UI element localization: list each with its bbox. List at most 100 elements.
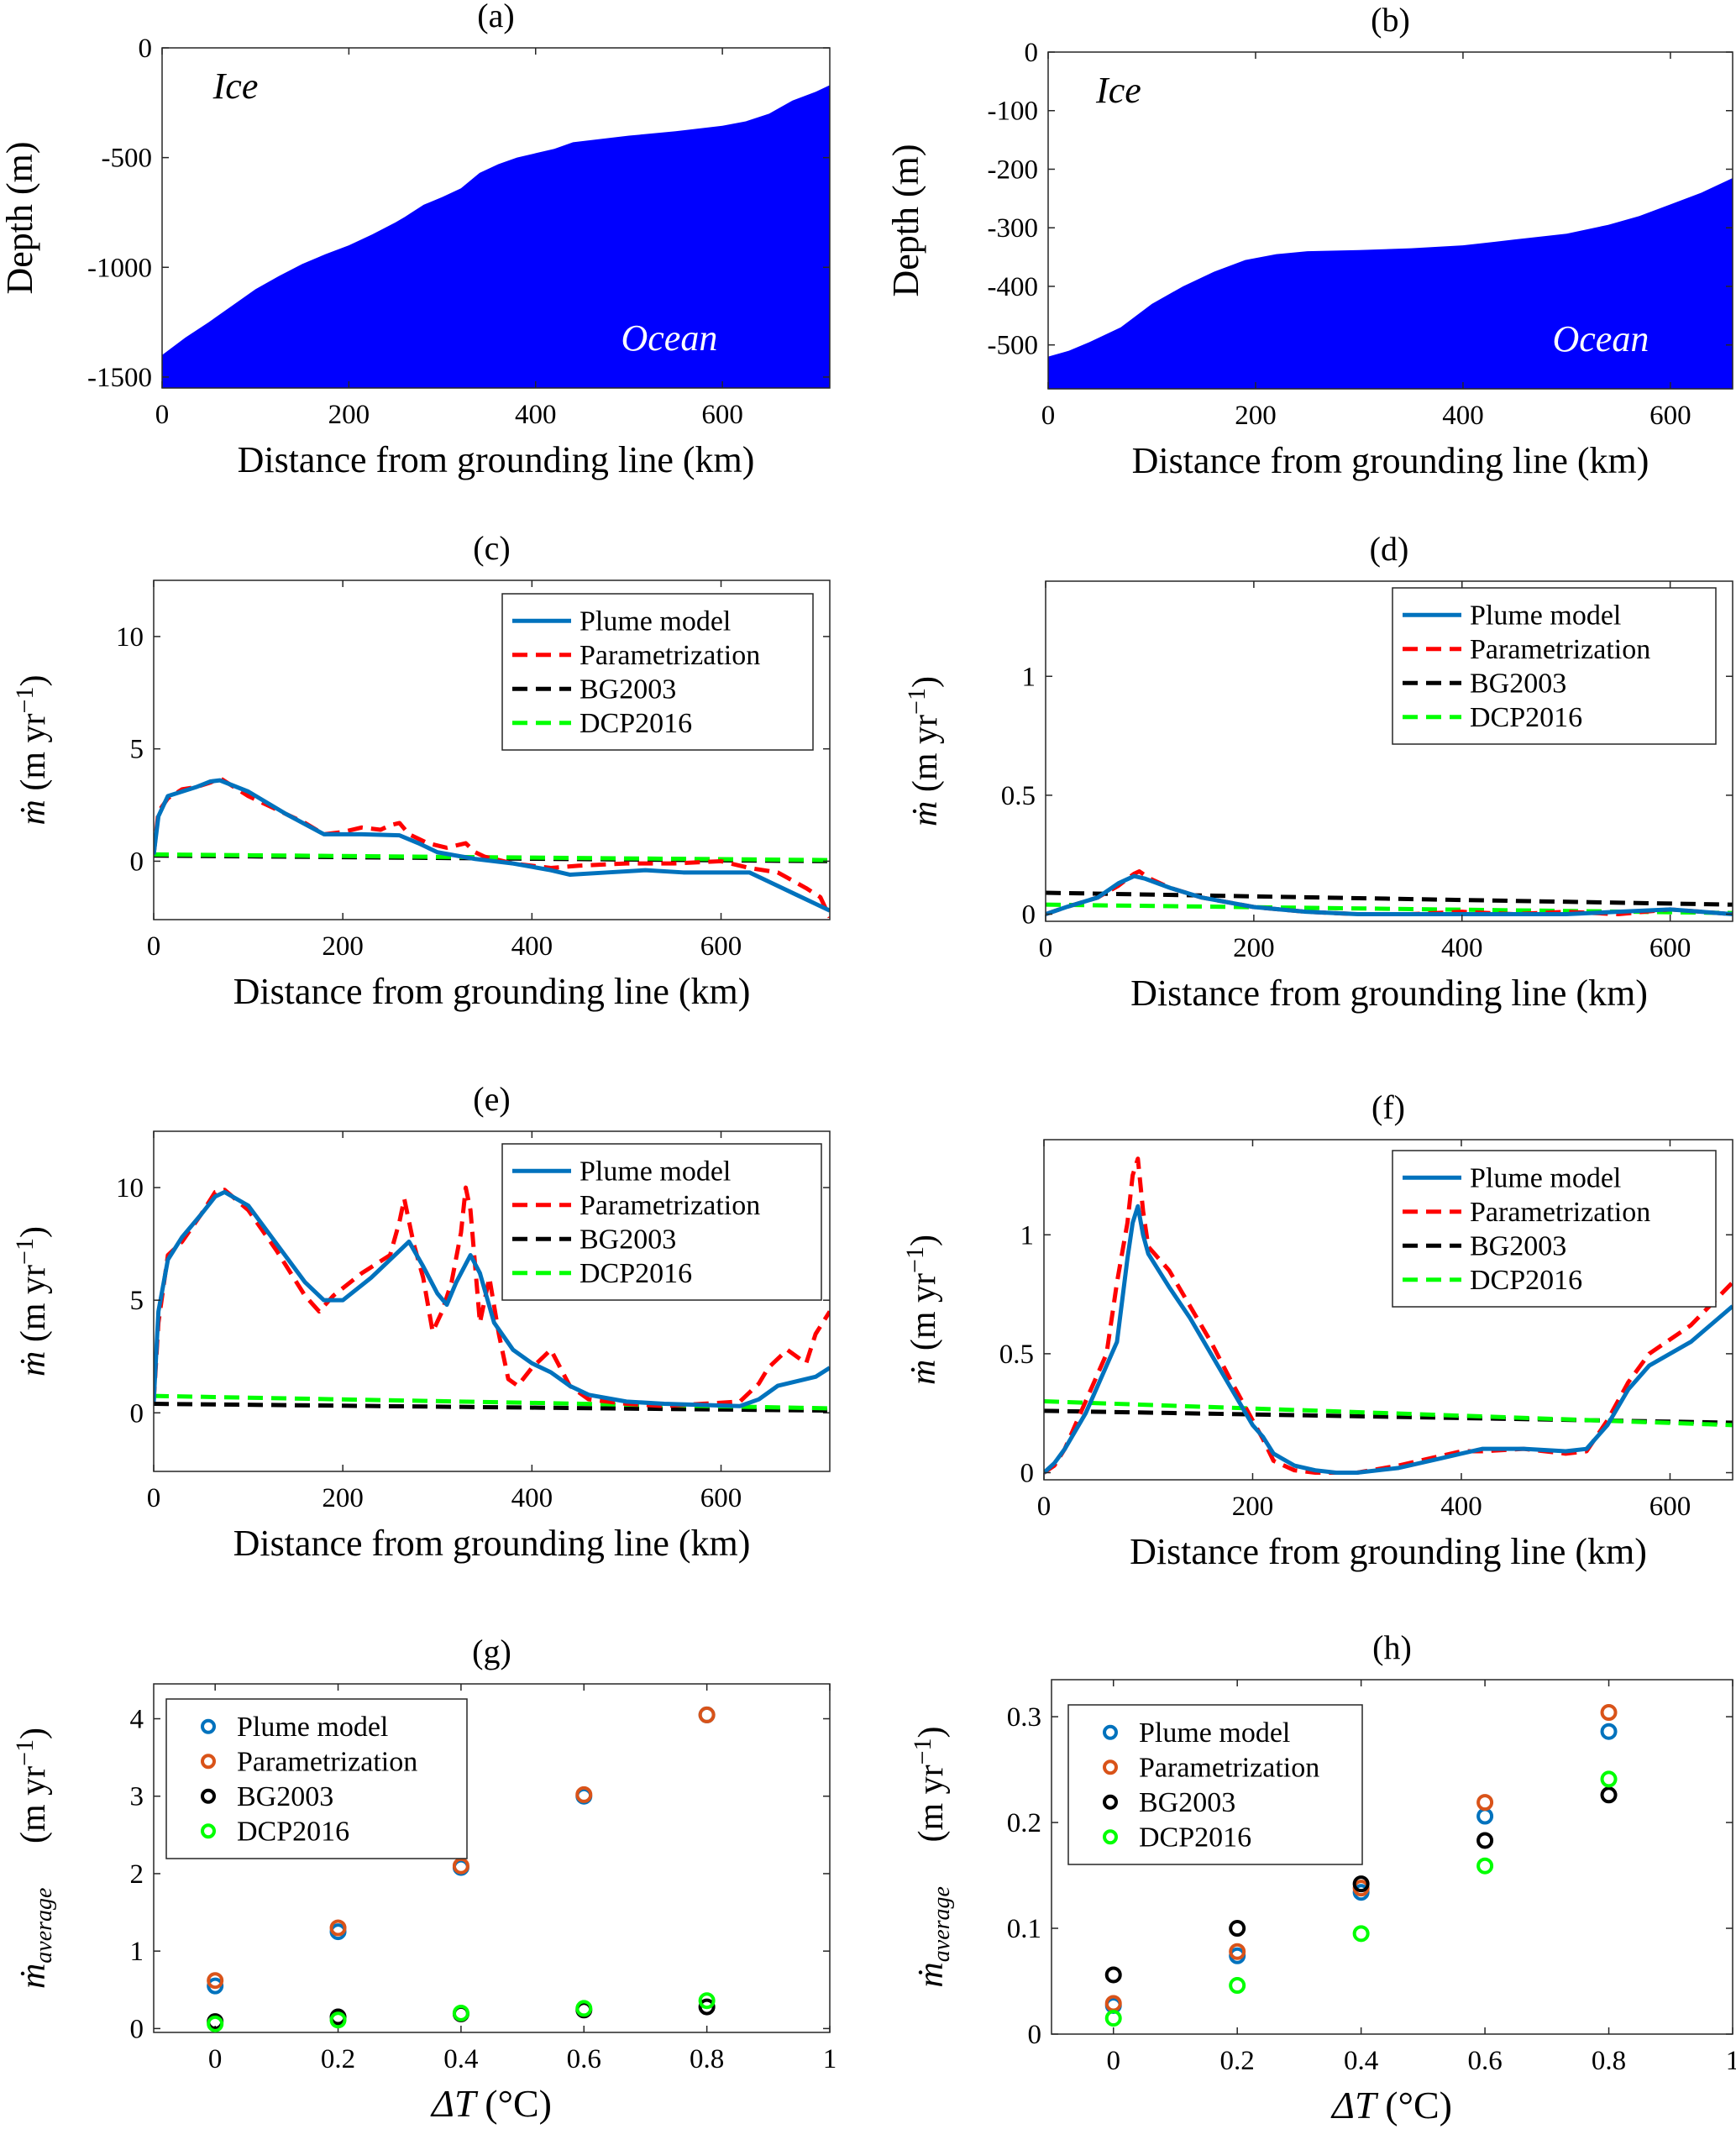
y-axis-label: ṁ (m yr−1) xyxy=(901,1235,943,1385)
x-axis-label: Distance from grounding line (km) xyxy=(1130,973,1648,1014)
ice-annotation: Ice xyxy=(1095,70,1141,111)
panel-title: (a) xyxy=(477,0,514,34)
y-tick-label: 5 xyxy=(130,735,144,765)
x-tick-label: 1 xyxy=(823,2044,837,2074)
y-tick-label: 5 xyxy=(130,1286,144,1316)
y-tick-label: 1 xyxy=(1020,1220,1035,1251)
panel-title: (c) xyxy=(473,529,510,567)
series-line-dcp2016 xyxy=(154,852,830,863)
x-tick-label: 200 xyxy=(1232,1492,1274,1522)
plot-area xyxy=(153,1130,831,1472)
y-tick-label: 10 xyxy=(116,1173,144,1203)
y-tick-label: 0 xyxy=(1022,900,1036,931)
legend-marker-bg2003 xyxy=(1103,1794,1118,1810)
series-line-parametrization xyxy=(154,775,830,919)
legend-marker-plume-model xyxy=(201,1718,216,1734)
y-tick-label: 10 xyxy=(116,622,144,653)
legend-label-plume-model: Plume model xyxy=(1139,1717,1290,1749)
y-tick-label: 0 xyxy=(1020,1459,1035,1489)
panel-c: 0 200 400 600 0 5 10 (c) Plume modelParametrizat… xyxy=(11,529,831,1012)
panel-title: (h) xyxy=(1372,1628,1412,1666)
y-tick-label: -200 xyxy=(988,155,1039,185)
y-tick-label: 3 xyxy=(130,1782,144,1812)
data-point-parametrization xyxy=(1600,1704,1618,1722)
y-tick-label: -500 xyxy=(102,144,153,174)
data-point-dcp2016 xyxy=(1600,1770,1618,1788)
series-line-bg2003 xyxy=(154,1402,830,1413)
data-point-bg2003 xyxy=(698,1998,716,2016)
data-point-parametrization xyxy=(329,1919,347,1937)
x-axis-label: ΔT (°C) xyxy=(430,2082,552,2125)
x-tick-label: 600 xyxy=(700,931,742,962)
series-line-plume-model xyxy=(1044,1203,1733,1475)
legend-marker-parametrization xyxy=(1103,1759,1118,1775)
x-tick-label: 400 xyxy=(1440,1492,1482,1522)
y-axis-label: ṁ (m yr−1) xyxy=(903,676,945,826)
legend-label-plume-model: Plume model xyxy=(580,1156,731,1187)
ice-annotation: Ice xyxy=(212,66,259,107)
x-tick-label: 400 xyxy=(1442,401,1484,431)
legend-label-bg2003: BG2003 xyxy=(1470,1230,1566,1261)
y-tick-label: 0 xyxy=(139,34,153,64)
legend-label-bg2003: BG2003 xyxy=(580,1224,676,1255)
x-axis-label: Distance from grounding line (km) xyxy=(233,971,751,1012)
legend-marker-bg2003 xyxy=(201,1788,216,1804)
ocean-annotation: Ocean xyxy=(621,317,718,359)
y-axis-label: ṁ (m yr−1) xyxy=(11,675,53,826)
x-tick-label: 0.4 xyxy=(443,2044,478,2074)
y-tick-label: 0 xyxy=(130,1398,144,1429)
x-tick-label: 0 xyxy=(208,2044,223,2074)
x-axis-label: Distance from grounding line (km) xyxy=(233,1523,751,1564)
data-point-parametrization xyxy=(1229,1943,1246,1960)
y-axis-label: Depth (m) xyxy=(0,141,40,294)
x-tick-label: 0.8 xyxy=(690,2044,724,2074)
y-tick-label: 0.1 xyxy=(1007,1914,1041,1944)
x-tick-label: 600 xyxy=(701,400,743,430)
x-tick-label: 600 xyxy=(1649,933,1691,963)
data-point-parametrization xyxy=(207,1972,224,1990)
data-point-bg2003 xyxy=(1352,1875,1370,1893)
panel-d: 0 200 400 600 0 0.5 1 (d) Plume modelParametriza… xyxy=(903,530,1733,1014)
y-tick-label: 0 xyxy=(130,847,144,877)
y-axis-label: Depth (m) xyxy=(885,144,926,296)
x-axis-label: Distance from grounding line (km) xyxy=(1130,1531,1647,1572)
y-tick-label: -100 xyxy=(988,97,1039,127)
legend-label-dcp2016: DCP2016 xyxy=(1470,1265,1582,1296)
x-tick-label: 0.6 xyxy=(1467,2046,1502,2076)
x-tick-label: 0 xyxy=(1106,2046,1120,2076)
y-tick-label: -1000 xyxy=(87,253,152,283)
y-tick-label: 0 xyxy=(130,2014,144,2044)
legend-label-parametrization: Parametrization xyxy=(580,640,760,671)
y-tick-label: 0 xyxy=(1025,38,1039,68)
series-line-plume-model xyxy=(154,1189,830,1408)
y-tick-label: 0.5 xyxy=(1001,781,1036,811)
legend-label-dcp2016: DCP2016 xyxy=(1139,1822,1251,1853)
x-tick-label: 600 xyxy=(1649,401,1691,431)
data-point-dcp2016 xyxy=(1229,1977,1246,1995)
x-tick-label: 600 xyxy=(1649,1492,1691,1522)
x-tick-label: 0 xyxy=(1039,933,1053,963)
data-point-dcp2016 xyxy=(207,2015,224,2032)
ocean-cavity-area xyxy=(162,85,830,388)
data-point-bg2003 xyxy=(1229,1920,1246,1938)
x-axis-label: Distance from grounding line (km) xyxy=(238,439,755,480)
legend-label-dcp2016: DCP2016 xyxy=(237,1816,349,1847)
data-point-dcp2016 xyxy=(452,2004,469,2022)
legend-label-plume-model: Plume model xyxy=(580,606,731,637)
x-tick-label: 1 xyxy=(1726,2046,1736,2076)
y-tick-label: 4 xyxy=(130,1705,144,1735)
panel-title: (e) xyxy=(473,1080,510,1118)
legend-label-parametrization: Parametrization xyxy=(1470,634,1650,665)
legend-marker-dcp2016 xyxy=(1103,1829,1118,1845)
legend-marker-parametrization xyxy=(201,1754,216,1770)
data-point-dcp2016 xyxy=(698,1992,716,2010)
legend-label-parametrization: Parametrization xyxy=(237,1746,417,1777)
x-tick-label: 0 xyxy=(1041,401,1056,431)
series-line-plume-model xyxy=(154,778,830,913)
data-point-bg2003 xyxy=(1476,1832,1494,1849)
x-tick-label: 200 xyxy=(1233,933,1275,963)
ocean-annotation: Ocean xyxy=(1553,318,1649,359)
